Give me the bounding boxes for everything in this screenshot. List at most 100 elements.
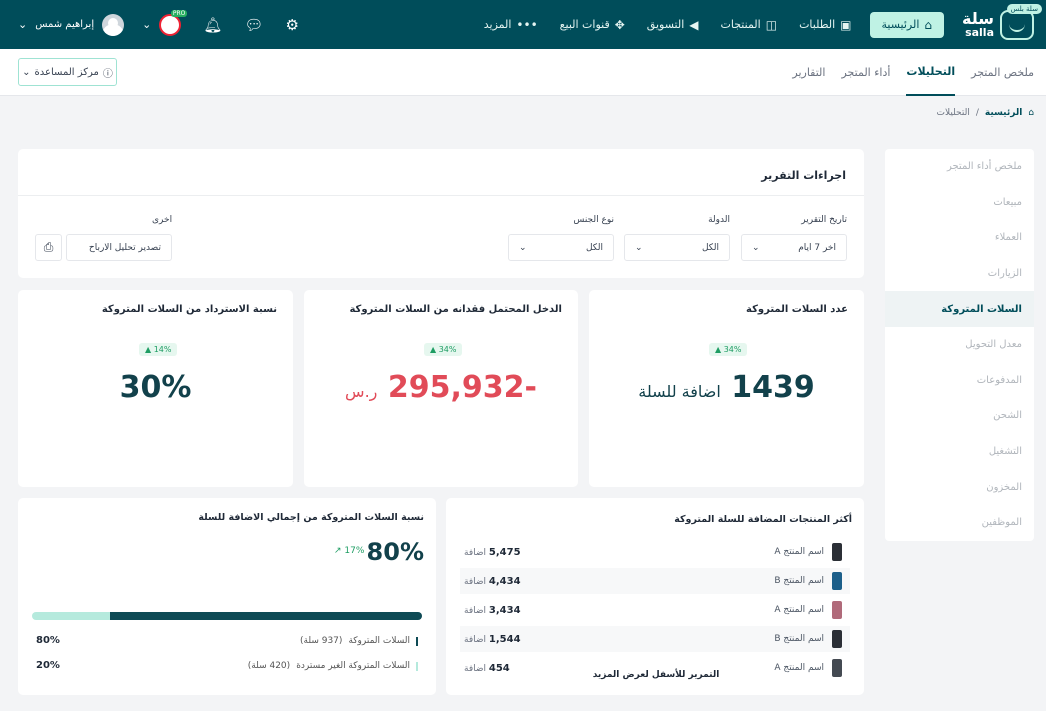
side-item-conversion-rate[interactable]: معدل التحويل	[965, 339, 1022, 351]
product-unit: اضافة	[464, 547, 487, 558]
megaphone-icon: ◀	[689, 17, 699, 32]
top-user-area: ⌄ إبراهيم شمس ⌄ PRO 🔔︎ 💬︎ ⚙	[18, 0, 299, 49]
chevron-down-icon: ⌄	[752, 242, 760, 253]
ratio-bar-recovered	[32, 612, 110, 620]
product-row[interactable]: 454 اضافة اسم المنتج A	[460, 655, 850, 681]
breadcrumb: ⌂ الرئيسية / التحليلات	[937, 108, 1034, 118]
product-row[interactable]: 4,434 اضافة اسم المنتج B	[460, 568, 850, 594]
nav-sales-channels-label: قنوات البيع	[559, 18, 610, 31]
breadcrumb-current: التحليلات	[936, 108, 970, 118]
nav-marketing-label: التسويق	[646, 18, 685, 31]
kpi-title: الدخل المحتمل فقدانه من السلات المتروكة	[349, 304, 562, 315]
legend-marker	[416, 636, 418, 646]
product-count: 4,434	[488, 575, 521, 587]
product-row[interactable]: 3,434 اضافة اسم المنتج A	[460, 597, 850, 623]
product-count: 454	[488, 662, 510, 674]
store-switcher-icon[interactable]: PRO	[159, 9, 188, 36]
legend-abandoned: السلات المتروكة (937 سلة)	[300, 636, 418, 646]
breadcrumb-home-icon[interactable]: ⌂	[1028, 108, 1034, 118]
breadcrumb-home[interactable]: الرئيسية	[984, 108, 1023, 118]
legend-pct: 20%	[36, 660, 60, 671]
product-unit: اضافة	[464, 634, 487, 645]
gender-filter-select[interactable]: الكل ⌄	[508, 234, 614, 261]
product-name: اسم المنتج B	[774, 634, 824, 644]
salla-logo-icon: سلة بلس	[1000, 3, 1042, 40]
product-unit: اضافة	[464, 605, 487, 616]
nav-products[interactable]: ◫ المنتجات	[721, 18, 778, 32]
abandoned-ratio-card: نسبة السلات المتروكة من إجمالي الاضافة ل…	[18, 498, 436, 695]
country-filter-select[interactable]: الكل ⌄	[624, 234, 730, 261]
product-count: 1,544	[488, 633, 521, 645]
nav-more[interactable]: ••• المزيد	[484, 18, 538, 32]
home-icon: ⌂	[924, 17, 933, 32]
kpi-card-abandoned-carts-count: عدد السلات المتروكة ▲ 34% 1439 اضافة للس…	[589, 290, 864, 487]
product-name: اسم المنتج B	[774, 576, 824, 586]
question-icon: ⓘ	[102, 68, 113, 80]
gear-icon[interactable]: ⚙	[285, 15, 299, 34]
analytics-side-menu: ملخص أداء المتجر مبيعات العملاء الزيارات…	[885, 149, 1034, 541]
kpi-value: 1439 اضافة للسلة	[589, 370, 864, 405]
report-filters-card: اجراءات التقرير تاريخ التقرير اخر 7 ايام…	[18, 149, 864, 278]
side-item-employees[interactable]: الموظفين	[981, 517, 1022, 529]
print-button[interactable]: ⎙	[35, 234, 62, 261]
orders-icon: ▣	[840, 17, 852, 32]
salla-logo[interactable]: سلة بلس سلة salla	[962, 3, 1042, 40]
filters-title: اجراءات التقرير	[761, 169, 846, 182]
kpi-card-lost-income: الدخل المحتمل فقدانه من السلات المتروكة …	[304, 290, 578, 487]
side-item-abandoned-carts[interactable]: السلات المتروكة	[885, 291, 1034, 327]
nav-sales-channels[interactable]: ✥ قنوات البيع	[560, 18, 625, 32]
tab-reports[interactable]: التقارير	[792, 66, 826, 79]
product-count: 3,434	[488, 604, 521, 616]
product-name: اسم المنتج A	[774, 663, 824, 673]
kpi-title: نسبة الاسترداد من السلات المتروكة	[101, 304, 277, 315]
side-item-payments[interactable]: المدفوعات	[976, 374, 1022, 386]
side-item-operation[interactable]: التشغيل	[988, 446, 1022, 458]
export-profit-analysis-button[interactable]: تصدير تحليل الارباح	[66, 234, 172, 261]
nav-products-label: المنتجات	[720, 18, 761, 31]
country-filter-value: الكل	[701, 242, 719, 253]
user-menu-chevron-icon[interactable]: ⌄	[18, 18, 28, 31]
product-thumbnail	[832, 659, 842, 677]
side-item-visits[interactable]: الزيارات	[987, 268, 1022, 280]
help-center-label: مركز المساعدة	[34, 66, 99, 78]
date-filter-value: اخر 7 ايام	[798, 242, 836, 253]
filters-divider	[18, 195, 864, 196]
product-thumbnail	[832, 543, 842, 561]
date-filter-select[interactable]: اخر 7 ايام ⌄	[741, 234, 847, 261]
product-name: اسم المنتج A	[774, 547, 824, 557]
tab-store-performance[interactable]: أداء المتجر	[841, 66, 891, 79]
kpi-trend-badge: ▲ 34%	[424, 343, 463, 356]
nav-orders[interactable]: ▣ الطلبات	[799, 18, 851, 32]
product-name: اسم المنتج A	[774, 605, 824, 615]
chat-icon[interactable]: 💬︎	[244, 15, 264, 34]
tab-store-summary[interactable]: ملخص المتجر	[971, 66, 1034, 79]
nav-home-button[interactable]: ⌂ الرئيسية	[869, 11, 945, 38]
scroll-hint: التمرير للأسفل لعرض المزيد	[592, 670, 720, 680]
store-chevron-icon[interactable]: ⌄	[142, 18, 152, 31]
kpi-currency: ر.س	[345, 382, 378, 401]
store-tag: PRO	[170, 9, 188, 17]
more-dots-icon: •••	[516, 17, 538, 32]
gender-filter-label: نوع الجنس	[573, 215, 614, 225]
side-item-store-performance-summary[interactable]: ملخص أداء المتجر	[946, 161, 1022, 173]
side-item-sales[interactable]: مبيعات	[993, 196, 1022, 208]
printer-icon: ⎙	[43, 240, 54, 254]
sub-navigation: ملخص المتجر التحليلات أداء المتجر التقار…	[0, 49, 1046, 96]
product-row[interactable]: 1,544 اضافة اسم المنتج B	[460, 626, 850, 652]
kpi-title: عدد السلات المتروكة	[746, 304, 848, 315]
bell-icon[interactable]: 🔔︎	[203, 15, 223, 34]
kpi-card-recovery-rate: نسبة الاسترداد من السلات المتروكة ▲ 14% …	[18, 290, 293, 487]
product-count: 5,475	[488, 546, 521, 558]
nav-more-label: المزيد	[483, 18, 512, 31]
nav-marketing[interactable]: ◀ التسويق	[647, 18, 699, 32]
user-avatar[interactable]	[102, 13, 125, 36]
nav-home-label: الرئيسية	[881, 18, 920, 31]
side-item-inventory[interactable]: المخزون	[986, 481, 1022, 493]
product-row[interactable]: 5,475 اضافة اسم المنتج A	[460, 539, 850, 565]
side-item-shipping[interactable]: الشحن	[993, 410, 1022, 422]
legend-detail: (420 سلة)	[247, 661, 291, 671]
user-name[interactable]: إبراهيم شمس	[35, 19, 95, 30]
tab-analytics[interactable]: التحليلات	[906, 49, 956, 96]
side-item-customers[interactable]: العملاء	[994, 232, 1022, 244]
help-center-button[interactable]: ⓘ مركز المساعدة ⌄	[18, 58, 117, 86]
